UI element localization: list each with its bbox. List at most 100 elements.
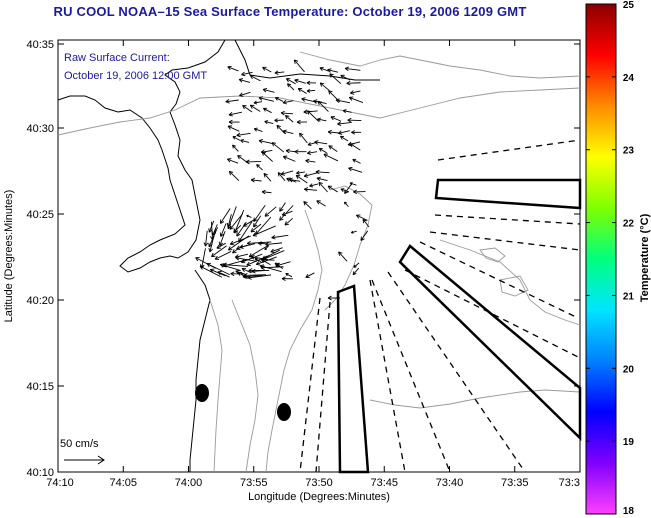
current-vector [228, 111, 242, 117]
contour-island [479, 247, 506, 263]
contour-island-2 [499, 275, 529, 297]
current-vector [214, 251, 232, 260]
current-vector [236, 132, 251, 138]
current-vector [323, 153, 339, 162]
x-tick-label: 73:45 [370, 477, 398, 489]
current-vector [234, 253, 249, 259]
x-tick-label: 74:00 [175, 477, 203, 489]
current-vector [348, 96, 364, 103]
current-vector [206, 262, 230, 276]
current-vector [254, 258, 262, 263]
current-vector [319, 66, 329, 72]
current-vector [293, 59, 305, 73]
current-vector [239, 91, 251, 97]
current-vector [362, 218, 370, 228]
contour-2 [299, 51, 581, 79]
current-vector [262, 66, 272, 73]
surface-current-vectors [195, 59, 370, 301]
current-vector [335, 98, 351, 104]
coastline-longisland [234, 39, 380, 81]
current-vector [327, 68, 339, 73]
current-vector [258, 139, 274, 145]
figure-title: RU COOL NOAA–15 Sea Surface Temperature:… [53, 4, 527, 19]
current-vector [241, 267, 252, 274]
y-tick-label: 40:15 [26, 381, 54, 393]
y-tick-label: 40:10 [26, 467, 54, 479]
current-vector [309, 183, 319, 188]
restricted-zone-3 [336, 284, 370, 474]
contour-6 [369, 389, 581, 409]
colorbar-tick-label: 24 [623, 73, 635, 84]
current-vector [260, 259, 271, 266]
current-vector [262, 88, 275, 93]
current-vector [227, 65, 239, 72]
contour-5 [209, 299, 223, 473]
current-vector [216, 242, 227, 249]
current-vector [316, 176, 328, 182]
current-vector [305, 158, 316, 164]
current-label-line2: October 19, 2006 12:00 GMT [64, 70, 207, 82]
current-vector [319, 82, 330, 91]
current-vector [199, 265, 223, 278]
current-vector [232, 144, 239, 152]
current-vector [242, 105, 253, 113]
current-vector [353, 189, 366, 195]
current-vector [282, 129, 294, 135]
restricted-zone-2 [398, 244, 582, 441]
current-vector [352, 267, 360, 276]
current-vector [227, 158, 239, 164]
current-vector [210, 221, 215, 240]
current-vector [307, 110, 320, 122]
current-vector [249, 74, 261, 82]
current-label-line1: Raw Surface Current: [64, 52, 170, 64]
y-tick-label: 40:35 [26, 39, 54, 51]
current-vector [255, 216, 272, 235]
current-vector [279, 205, 294, 221]
current-vector [317, 100, 329, 112]
current-vector [338, 130, 350, 135]
current-vector [225, 99, 239, 104]
current-vector [240, 138, 250, 144]
current-vector [304, 187, 318, 192]
colorbar-tick-label: 20 [623, 364, 635, 375]
x-axis-ticks: 74:10 74:05 74:00 73:55 73:50 73:45 73:40 73:35… [46, 40, 581, 489]
current-vector [253, 100, 262, 105]
current-vector [261, 189, 272, 195]
contour-3 [265, 209, 323, 473]
current-vector [296, 170, 306, 175]
current-vector [344, 183, 353, 194]
current-vector [305, 272, 315, 278]
current-vector [281, 276, 293, 281]
current-vector [236, 221, 247, 237]
current-vector [307, 150, 318, 156]
current-vector [348, 166, 363, 173]
x-tick-label: 73:55 [240, 477, 268, 489]
current-vector [317, 117, 327, 122]
x-tick-label: 74:10 [46, 477, 74, 489]
colorbar-tick-label: 21 [623, 291, 635, 302]
current-vector [271, 234, 289, 240]
current-vector [303, 201, 312, 210]
current-vector [232, 136, 241, 141]
current-vector [259, 264, 282, 273]
scale-arrow [64, 455, 105, 465]
current-vector [303, 172, 318, 178]
current-vector [275, 96, 284, 102]
x-tick-label: 73:50 [305, 477, 333, 489]
current-vector [271, 142, 285, 153]
current-vector [219, 223, 227, 237]
current-vector [250, 223, 262, 233]
x-tick-label: 73:3 [559, 477, 580, 489]
current-vector [245, 159, 262, 165]
current-vector [227, 235, 250, 251]
current-vector [285, 78, 296, 85]
current-vector [294, 78, 306, 84]
current-vector [282, 155, 296, 162]
colorbar-tick-label: 19 [623, 437, 635, 448]
y-axis-label: Latitude (Degrees:Minutes) [3, 190, 15, 323]
current-vector [253, 127, 263, 132]
current-vector [211, 245, 227, 258]
contour-7 [439, 239, 581, 326]
current-vector [342, 109, 352, 114]
